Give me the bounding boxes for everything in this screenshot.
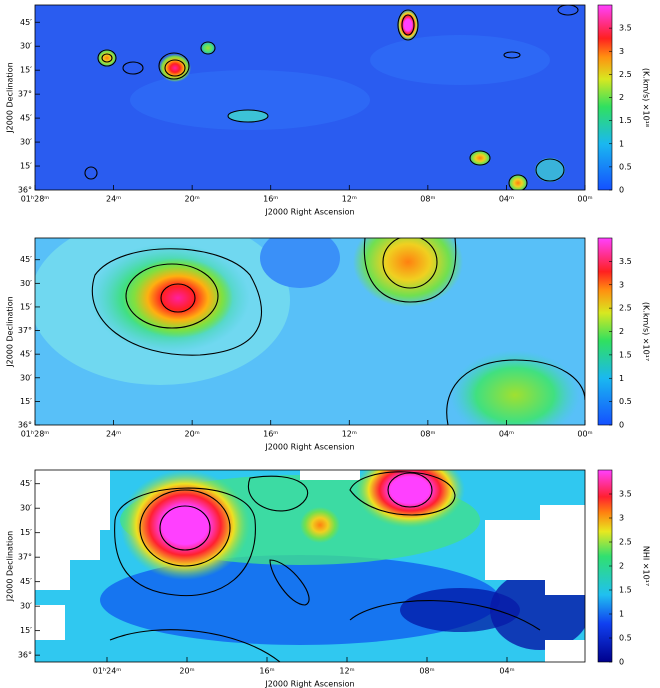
y-axis-label: J2000 Declination — [6, 62, 15, 133]
colorbar-tick-label: 0 — [619, 658, 624, 667]
x-tick-label: 00ᵐ — [577, 430, 592, 439]
y-axis-label: J2000 Declination — [6, 531, 15, 602]
y-tick-label: 45′ — [20, 350, 32, 359]
colorbar-tick-label: 0 — [619, 186, 624, 195]
plot-frame — [34, 4, 586, 191]
colorbar-tick-label: 2 — [619, 562, 624, 571]
x-axis-label: J2000 Right Ascension — [264, 208, 354, 217]
x-tick-label: 04ᵐ — [499, 667, 514, 676]
x-tick-label: 12ᵐ — [342, 430, 357, 439]
y-tick-label: 15′ — [20, 162, 32, 171]
y-axis-label: J2000 Declination — [6, 296, 15, 367]
y-tick-label: 15′ — [20, 626, 32, 635]
x-tick-label: 24ᵐ — [106, 195, 121, 204]
colorbar-tick-label: 3 — [619, 47, 624, 56]
x-tick-label: 08ᵐ — [420, 195, 435, 204]
colorbar-tick-label: 1 — [619, 374, 624, 383]
colorbar-label: (K.km/s) ×10¹⁸ — [642, 68, 651, 127]
y-tick-label: 30′ — [20, 504, 32, 513]
colorbar-tick-label: 3.5 — [619, 24, 632, 33]
y-tick-label: 15′ — [20, 397, 32, 406]
y-tick-label: 15′ — [20, 302, 32, 311]
y-tick-label: 45′ — [20, 577, 32, 586]
plot-frame — [34, 237, 586, 426]
y-tick-label: 30′ — [20, 373, 32, 382]
y-tick-label: 45′ — [20, 255, 32, 264]
colorbar-tick-label: 0 — [619, 421, 624, 430]
colorbar-tick-label: 2.5 — [619, 538, 632, 547]
x-tick-label: 12ᵐ — [342, 195, 357, 204]
x-tick-label: 24ᵐ — [106, 430, 121, 439]
x-tick-label: 01ʰ28ᵐ — [21, 195, 50, 204]
y-tick-label: 36° — [18, 421, 32, 430]
colorbar-label: (K.km/s) ×10¹⁷ — [642, 302, 651, 361]
colorbar-tick-label: 3 — [619, 280, 624, 289]
x-tick-label: 01ʰ28ᵐ — [21, 430, 50, 439]
y-tick-label: 37° — [18, 326, 32, 335]
y-tick-label: 45′ — [20, 114, 32, 123]
colorbar-tick-label: 0.5 — [619, 634, 632, 643]
colorbar-tick-label: 3 — [619, 514, 624, 523]
x-tick-label: 20ᵐ — [185, 195, 200, 204]
colorbar-label: NHI ×10¹⁷ — [642, 546, 651, 586]
y-tick-label: 15′ — [20, 66, 32, 75]
x-axis-label: J2000 Right Ascension — [264, 443, 354, 452]
x-tick-label: 16ᵐ — [263, 430, 278, 439]
x-tick-label: 01ʰ24ᵐ — [93, 667, 122, 676]
x-tick-label: 20ᵐ — [179, 667, 194, 676]
x-tick-label: 08ᵐ — [419, 667, 434, 676]
y-tick-label: 30′ — [20, 279, 32, 288]
map-image — [35, 470, 585, 662]
plot-frame — [34, 469, 586, 663]
y-tick-label: 30′ — [20, 42, 32, 51]
x-tick-label: 16ᵐ — [263, 195, 278, 204]
x-tick-label: 04ᵐ — [499, 195, 514, 204]
y-tick-label: 45′ — [20, 479, 32, 488]
colorbar-tick-label: 0.5 — [619, 162, 632, 171]
colorbar-tick-label: 2.5 — [619, 70, 632, 79]
y-tick-label: 36° — [18, 651, 32, 660]
colorbar-tick-label: 2 — [619, 327, 624, 336]
x-tick-label: 00ᵐ — [577, 195, 592, 204]
y-tick-label: 37° — [18, 90, 32, 99]
x-tick-label: 12ᵐ — [339, 667, 354, 676]
colorbar-tick-label: 2.5 — [619, 304, 632, 313]
y-tick-label: 30′ — [20, 138, 32, 147]
x-axis-label: J2000 Right Ascension — [264, 680, 354, 688]
x-tick-label: 16ᵐ — [259, 667, 274, 676]
colorbar-tick-label: 1.5 — [619, 586, 632, 595]
y-tick-label: 36° — [18, 186, 32, 195]
colorbar-tick-label: 1.5 — [619, 116, 632, 125]
y-tick-label: 45′ — [20, 18, 32, 27]
colorbars — [597, 4, 613, 663]
colorbar-tick-label: 1.5 — [619, 350, 632, 359]
y-tick-label: 15′ — [20, 528, 32, 537]
colorbar-tick-label: 1 — [619, 139, 624, 148]
y-tick-label: 37° — [18, 553, 32, 562]
x-tick-label: 20ᵐ — [185, 430, 200, 439]
colorbar-tick-label: 3.5 — [619, 257, 632, 266]
colorbar-tick-label: 0.5 — [619, 397, 632, 406]
map-image — [35, 5, 585, 190]
x-tick-label: 08ᵐ — [420, 430, 435, 439]
map-image — [35, 238, 585, 425]
y-tick-label: 30′ — [20, 602, 32, 611]
x-tick-label: 04ᵐ — [499, 430, 514, 439]
colorbar-tick-label: 3.5 — [619, 490, 632, 499]
colorbar-tick-label: 2 — [619, 93, 624, 102]
colorbar-tick-label: 1 — [619, 610, 624, 619]
